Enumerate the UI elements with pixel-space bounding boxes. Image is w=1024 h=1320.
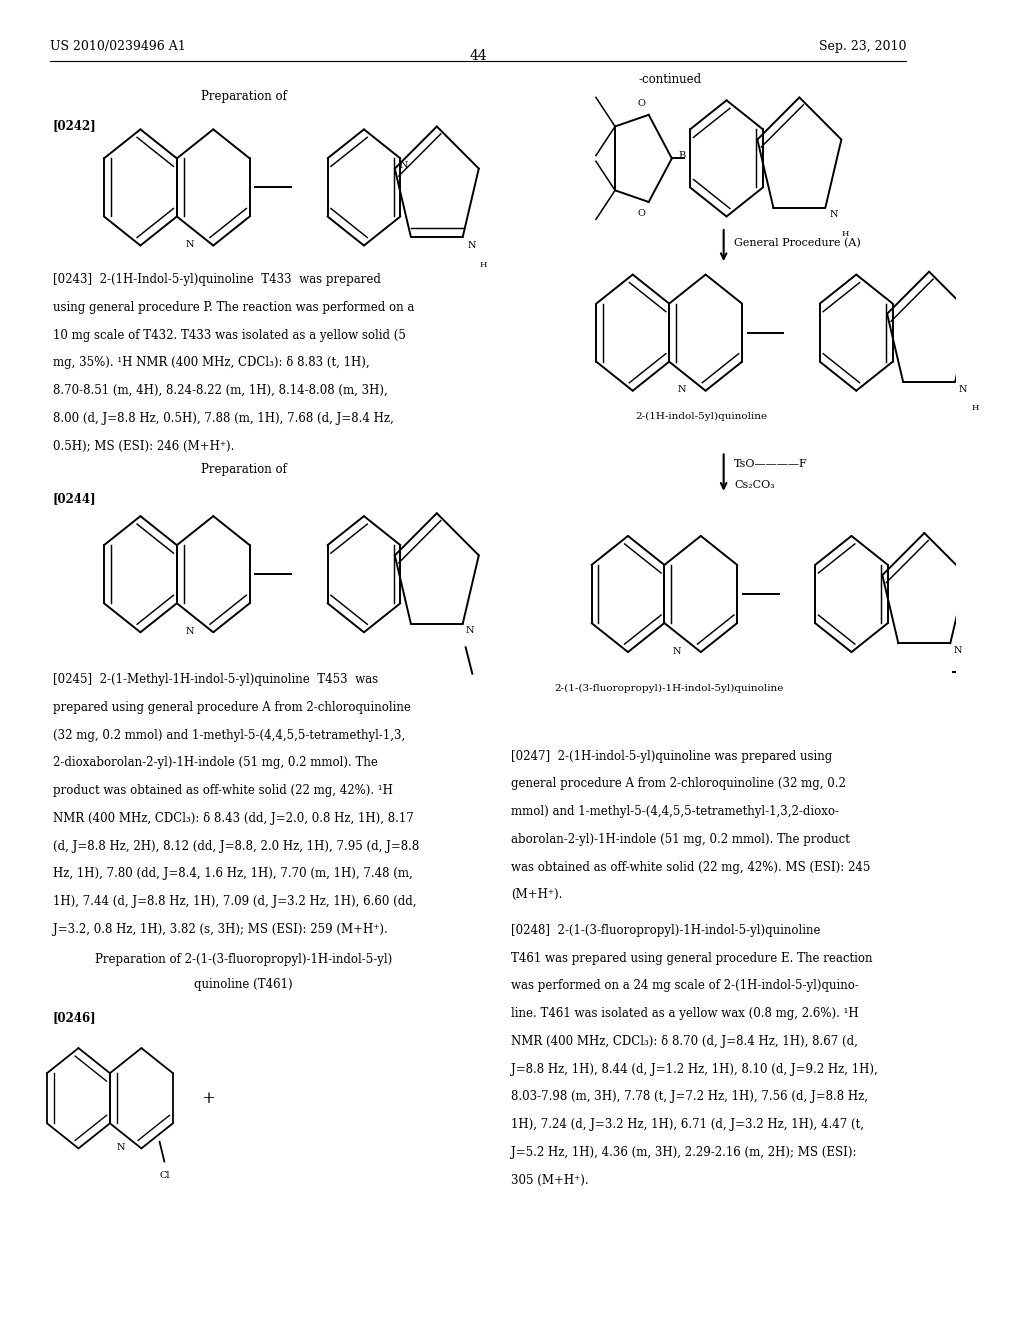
- Text: 10 mg scale of T432. T433 was isolated as a yellow solid (5: 10 mg scale of T432. T433 was isolated a…: [52, 329, 406, 342]
- Text: N: N: [958, 384, 968, 393]
- Text: General Procedure (A): General Procedure (A): [734, 238, 861, 248]
- Text: -continued: -continued: [639, 73, 701, 86]
- Text: [0243]  2-(1H-Indol-5-yl)quinoline  T433  was prepared: [0243] 2-(1H-Indol-5-yl)quinoline T433 w…: [52, 273, 381, 286]
- Text: 8.70-8.51 (m, 4H), 8.24-8.22 (m, 1H), 8.14-8.08 (m, 3H),: 8.70-8.51 (m, 4H), 8.24-8.22 (m, 1H), 8.…: [52, 384, 387, 397]
- Text: B: B: [679, 152, 686, 160]
- Text: 2-(1-(3-fluoropropyl)-1H-indol-5yl)quinoline: 2-(1-(3-fluoropropyl)-1H-indol-5yl)quino…: [554, 684, 783, 693]
- Text: [0242]: [0242]: [52, 119, 96, 132]
- Text: quinoline (T461): quinoline (T461): [195, 978, 293, 991]
- Text: TsO————F: TsO————F: [734, 459, 808, 470]
- Text: +: +: [202, 1090, 215, 1106]
- Text: NMR (400 MHz, CDCl₃): δ 8.70 (d, J=8.4 Hz, 1H), 8.67 (d,: NMR (400 MHz, CDCl₃): δ 8.70 (d, J=8.4 H…: [511, 1035, 858, 1048]
- Text: 44: 44: [469, 49, 486, 63]
- Text: product was obtained as off-white solid (22 mg, 42%). ¹H: product was obtained as off-white solid …: [52, 784, 392, 797]
- Text: N: N: [466, 626, 474, 635]
- Text: 2-(1H-indol-5yl)quinoline: 2-(1H-indol-5yl)quinoline: [636, 412, 768, 421]
- Text: 1H), 7.44 (d, J=8.8 Hz, 1H), 7.09 (d, J=3.2 Hz, 1H), 6.60 (dd,: 1H), 7.44 (d, J=8.8 Hz, 1H), 7.09 (d, J=…: [52, 895, 416, 908]
- Text: J=8.8 Hz, 1H), 8.44 (d, J=1.2 Hz, 1H), 8.10 (d, J=9.2 Hz, 1H),: J=8.8 Hz, 1H), 8.44 (d, J=1.2 Hz, 1H), 8…: [511, 1063, 879, 1076]
- Text: J=5.2 Hz, 1H), 4.36 (m, 3H), 2.29-2.16 (m, 2H); MS (ESI):: J=5.2 Hz, 1H), 4.36 (m, 3H), 2.29-2.16 (…: [511, 1146, 857, 1159]
- Text: O: O: [638, 209, 646, 218]
- Text: Preparation of: Preparation of: [201, 90, 287, 103]
- Text: was performed on a 24 mg scale of 2-(1H-indol-5-yl)quino-: was performed on a 24 mg scale of 2-(1H-…: [511, 979, 859, 993]
- Text: N: N: [468, 240, 476, 249]
- Text: [0248]  2-(1-(3-fluoropropyl)-1H-indol-5-yl)quinoline: [0248] 2-(1-(3-fluoropropyl)-1H-indol-5-…: [511, 924, 821, 937]
- Text: J=3.2, 0.8 Hz, 1H), 3.82 (s, 3H); MS (ESI): 259 (M+H⁺).: J=3.2, 0.8 Hz, 1H), 3.82 (s, 3H); MS (ES…: [52, 923, 387, 936]
- Text: NMR (400 MHz, CDCl₃): δ 8.43 (dd, J=2.0, 0.8 Hz, 1H), 8.17: NMR (400 MHz, CDCl₃): δ 8.43 (dd, J=2.0,…: [52, 812, 414, 825]
- Text: mmol) and 1-methyl-5-(4,4,5,5-tetramethyl-1,3,2-dioxo-: mmol) and 1-methyl-5-(4,4,5,5-tetramethy…: [511, 805, 840, 818]
- Text: aborolan-2-yl)-1H-indole (51 mg, 0.2 mmol). The product: aborolan-2-yl)-1H-indole (51 mg, 0.2 mmo…: [511, 833, 850, 846]
- Text: [0244]: [0244]: [52, 492, 96, 506]
- Text: line. T461 was isolated as a yellow wax (0.8 mg, 2.6%). ¹H: line. T461 was isolated as a yellow wax …: [511, 1007, 859, 1020]
- Text: 1H), 7.24 (d, J=3.2 Hz, 1H), 6.71 (d, J=3.2 Hz, 1H), 4.47 (t,: 1H), 7.24 (d, J=3.2 Hz, 1H), 6.71 (d, J=…: [511, 1118, 864, 1131]
- Text: [0246]: [0246]: [52, 1011, 96, 1024]
- Text: H: H: [480, 260, 487, 268]
- Text: [0247]  2-(1H-indol-5-yl)quinoline was prepared using: [0247] 2-(1H-indol-5-yl)quinoline was pr…: [511, 750, 833, 763]
- Text: 8.03-7.98 (m, 3H), 7.78 (t, J=7.2 Hz, 1H), 7.56 (d, J=8.8 Hz,: 8.03-7.98 (m, 3H), 7.78 (t, J=7.2 Hz, 1H…: [511, 1090, 868, 1104]
- Text: Preparation of: Preparation of: [201, 463, 287, 477]
- Text: Preparation of 2-(1-(3-fluoropropyl)-1H-indol-5-yl): Preparation of 2-(1-(3-fluoropropyl)-1H-…: [95, 953, 392, 966]
- Text: N: N: [953, 645, 962, 655]
- Text: H: H: [842, 230, 849, 238]
- Text: (d, J=8.8 Hz, 2H), 8.12 (dd, J=8.8, 2.0 Hz, 1H), 7.95 (d, J=8.8: (d, J=8.8 Hz, 2H), 8.12 (dd, J=8.8, 2.0 …: [52, 840, 419, 853]
- Text: [0245]  2-(1-Methyl-1H-indol-5-yl)quinoline  T453  was: [0245] 2-(1-Methyl-1H-indol-5-yl)quinoli…: [52, 673, 378, 686]
- Text: H: H: [972, 404, 979, 412]
- Text: 305 (M+H⁺).: 305 (M+H⁺).: [511, 1173, 589, 1187]
- Text: was obtained as off-white solid (22 mg, 42%). MS (ESI): 245: was obtained as off-white solid (22 mg, …: [511, 861, 870, 874]
- Text: N: N: [829, 210, 838, 219]
- Text: 8.00 (d, J=8.8 Hz, 0.5H), 7.88 (m, 1H), 7.68 (d, J=8.4 Hz,: 8.00 (d, J=8.8 Hz, 0.5H), 7.88 (m, 1H), …: [52, 412, 393, 425]
- Text: (32 mg, 0.2 mmol) and 1-methyl-5-(4,4,5,5-tetramethyl-1,3,: (32 mg, 0.2 mmol) and 1-methyl-5-(4,4,5,…: [52, 729, 404, 742]
- Text: 2-dioxaborolan-2-yl)-1H-indole (51 mg, 0.2 mmol). The: 2-dioxaborolan-2-yl)-1H-indole (51 mg, 0…: [52, 756, 378, 770]
- Text: N: N: [117, 1143, 125, 1152]
- Text: using general procedure P. The reaction was performed on a: using general procedure P. The reaction …: [52, 301, 414, 314]
- Text: Cs₂CO₃: Cs₂CO₃: [734, 480, 775, 491]
- Text: general procedure A from 2-chloroquinoline (32 mg, 0.2: general procedure A from 2-chloroquinoli…: [511, 777, 846, 791]
- Text: Hz, 1H), 7.80 (dd, J=8.4, 1.6 Hz, 1H), 7.70 (m, 1H), 7.48 (m,: Hz, 1H), 7.80 (dd, J=8.4, 1.6 Hz, 1H), 7…: [52, 867, 413, 880]
- Text: T461 was prepared using general procedure E. The reaction: T461 was prepared using general procedur…: [511, 952, 872, 965]
- Text: 0.5H); MS (ESI): 246 (M+H⁺).: 0.5H); MS (ESI): 246 (M+H⁺).: [52, 440, 233, 453]
- Text: N: N: [673, 647, 681, 656]
- Text: Cl: Cl: [159, 1171, 170, 1180]
- Text: N: N: [399, 161, 409, 170]
- Text: N: N: [185, 240, 194, 249]
- Text: O: O: [638, 99, 646, 108]
- Text: N: N: [185, 627, 194, 636]
- Text: Sep. 23, 2010: Sep. 23, 2010: [819, 40, 906, 53]
- Text: mg, 35%). ¹H NMR (400 MHz, CDCl₃): δ 8.83 (t, 1H),: mg, 35%). ¹H NMR (400 MHz, CDCl₃): δ 8.8…: [52, 356, 370, 370]
- Text: (M+H⁺).: (M+H⁺).: [511, 888, 563, 902]
- Text: N: N: [678, 385, 686, 395]
- Text: US 2010/0239496 A1: US 2010/0239496 A1: [50, 40, 185, 53]
- Text: prepared using general procedure A from 2-chloroquinoline: prepared using general procedure A from …: [52, 701, 411, 714]
